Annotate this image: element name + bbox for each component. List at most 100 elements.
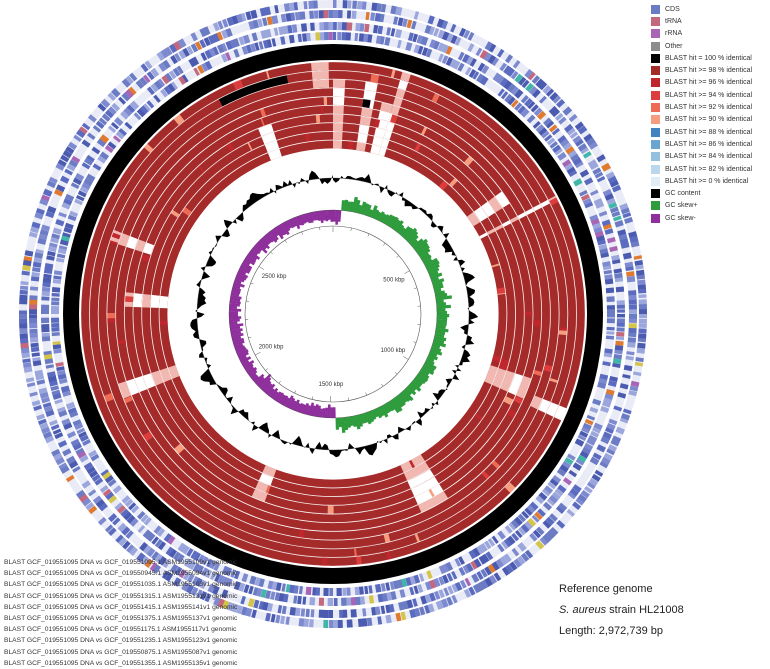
cds-feature: [388, 603, 395, 613]
cds-feature: [602, 188, 613, 198]
cds-feature: [526, 114, 536, 124]
cds-feature: [500, 91, 509, 100]
cds-feature: [542, 519, 552, 529]
cds-feature: [507, 96, 516, 106]
cds-feature: [21, 270, 30, 276]
blast-partial-hit: [449, 178, 458, 187]
cds-feature: [51, 327, 60, 332]
cds-feature: [441, 20, 449, 30]
cds-feature: [385, 604, 390, 614]
cds-feature: [572, 462, 582, 471]
cds-feature: [291, 24, 298, 33]
gc-skew-negative: [271, 228, 279, 237]
cds-feature: [86, 466, 96, 475]
blast-gap: [333, 140, 343, 149]
cds-feature: [53, 452, 63, 461]
cds-feature: [475, 47, 483, 57]
cds-feature: [503, 80, 513, 91]
gc-skew-positive: [384, 402, 393, 413]
legend-item: BLAST hit >= 82 % identical: [651, 163, 752, 175]
gc-skew-negative: [273, 391, 282, 402]
cds-feature: [319, 22, 325, 31]
cds-feature: [613, 268, 623, 274]
cds-feature: [623, 364, 633, 372]
cds-feature: [233, 570, 241, 580]
cds-feature: [581, 446, 592, 456]
cds-feature: [104, 145, 114, 153]
cds-feature: [280, 36, 286, 45]
cds-feature: [264, 6, 272, 16]
gc-skew-positive: [404, 227, 418, 241]
gc-skew-positive: [398, 227, 406, 236]
gc-skew-positive: [426, 263, 440, 272]
gc-skew-negative: [327, 404, 331, 418]
cds-feature: [51, 317, 60, 323]
cds-feature: [113, 116, 124, 127]
cds-feature: [267, 580, 274, 590]
scale-tick: [265, 368, 268, 371]
gc-skew-positive: [406, 385, 417, 396]
legend-label: BLAST hit >= 88 % identical: [665, 128, 753, 136]
cds-feature: [140, 63, 149, 73]
cds-feature: [493, 572, 502, 582]
cds-feature: [538, 95, 547, 104]
cds-feature: [405, 577, 412, 586]
cds-feature: [557, 151, 567, 161]
gc-skew-negative: [293, 216, 301, 230]
gc-skew-negative: [306, 212, 312, 224]
cds-feature: [78, 493, 89, 503]
cds-feature: [302, 596, 307, 605]
cds-feature: [107, 92, 117, 102]
cds-feature: [267, 39, 272, 48]
cds-feature: [146, 547, 156, 558]
cds-feature: [620, 243, 630, 249]
gc-skew-negative: [271, 391, 279, 400]
cds-feature: [281, 583, 286, 592]
gc-skew-positive: [411, 379, 422, 388]
cds-feature: [112, 517, 121, 526]
blast-partial-hit: [390, 69, 396, 78]
cds-feature: [572, 484, 582, 493]
cds-feature: [561, 460, 572, 470]
scale-tick: [365, 392, 368, 396]
cds-feature: [271, 15, 279, 25]
gc-skew-positive: [335, 417, 340, 430]
cds-feature: [245, 607, 253, 617]
cds-feature: [43, 350, 52, 356]
blast-partial-hit: [549, 378, 559, 383]
legend-label: BLAST hit >= 96 % identical: [665, 79, 753, 87]
cds-feature: [238, 36, 245, 46]
cds-feature: [551, 491, 561, 501]
cds-feature: [310, 609, 315, 618]
cds-feature: [426, 570, 433, 580]
cds-feature: [94, 477, 104, 486]
cds-feature: [480, 568, 488, 578]
cds-feature: [588, 141, 598, 150]
cds-feature: [614, 272, 623, 279]
cds-feature: [638, 289, 647, 294]
gc-skew-negative: [265, 233, 275, 243]
gc-skew-negative: [261, 380, 272, 392]
cds-feature: [552, 144, 562, 154]
legend-label: BLAST hit >= 84 % identical: [665, 153, 753, 161]
cds-feature: [128, 86, 137, 96]
cds-feature: [250, 43, 257, 53]
cds-feature: [637, 338, 647, 343]
gc-skew-positive: [431, 278, 445, 285]
cds-feature: [592, 426, 601, 434]
cds-feature: [433, 27, 440, 37]
cds-feature: [510, 70, 519, 80]
cds-feature: [19, 313, 28, 319]
cds-feature: [51, 233, 61, 240]
cds-feature: [83, 461, 94, 471]
cds-feature: [59, 175, 70, 184]
cds-feature: [564, 457, 574, 466]
cds-feature: [433, 40, 440, 50]
cds-feature: [217, 598, 225, 608]
cds-feature: [354, 586, 360, 596]
cds-feature: [606, 236, 616, 244]
cds-feature: [25, 377, 35, 383]
cds-feature: [477, 62, 486, 72]
gc-skew-positive: [393, 396, 404, 408]
